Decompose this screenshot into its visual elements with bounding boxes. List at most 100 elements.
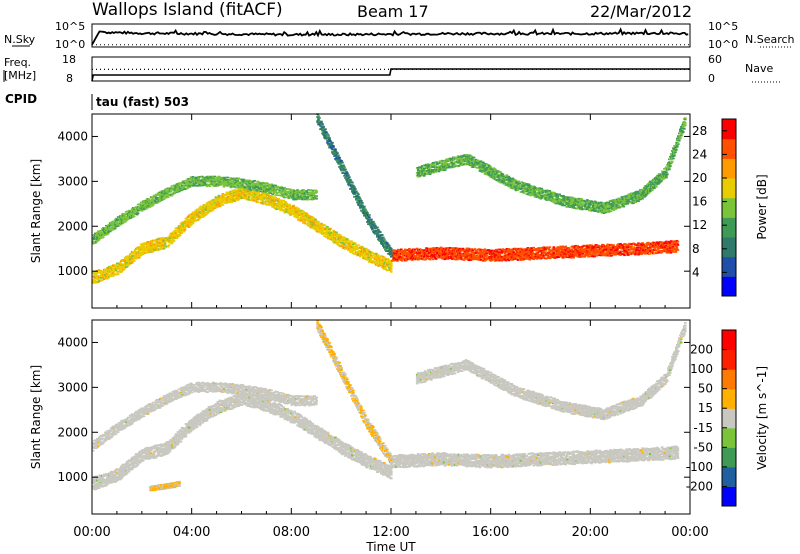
power-cell [305,190,308,192]
power-cell [226,200,230,203]
power-cell [428,247,432,250]
power-cell [439,256,443,258]
power-cell [280,190,283,193]
power-cell [226,176,230,179]
power-cell [275,192,278,195]
power-cell [363,255,366,258]
power-cell [460,161,464,163]
power-cell [284,196,287,199]
power-cell [238,194,242,197]
power-cell [479,252,483,255]
power-cell [586,245,589,248]
power-cell [510,256,514,259]
power-cell [439,162,443,164]
power-cell [297,212,300,215]
power-cell [377,259,380,262]
power-cell [348,183,351,185]
power-cell [465,257,469,260]
power-cell [361,205,364,208]
power-cell [420,169,424,172]
power-cell [166,191,170,194]
power-cell [432,161,436,164]
power-cell [164,237,168,239]
power-cell [432,252,436,255]
power-cell [498,253,502,256]
power-cell [410,255,414,258]
power-cell [671,245,675,248]
power-cell [371,261,374,264]
power-cell [199,205,203,208]
power-cell [186,224,190,227]
power-cell [427,164,431,166]
power-cell [318,117,321,119]
power-cell [356,199,359,201]
power-cell [351,190,354,193]
power-cell [189,224,193,226]
power-cell [264,195,267,198]
power-cell [157,197,161,200]
power-cell [474,161,478,163]
power-cell [167,193,171,196]
power-cell [139,206,143,208]
power-cell [183,228,187,231]
power-cell [468,253,472,255]
power-cell [119,271,123,273]
power-cell [225,181,229,184]
power-cell [286,188,289,190]
power-cell [361,204,364,207]
power-cell [106,233,109,236]
power-cell [353,196,356,198]
power-cell [323,224,326,227]
power-cell [111,223,115,226]
power-cell [340,160,343,162]
power-cell [626,249,629,252]
power-cell [121,221,125,224]
power-cell [222,182,226,184]
power-cell [569,254,572,257]
power-cell [127,260,131,263]
power-cell [262,193,265,196]
power-cell [637,242,640,245]
power-cell [505,178,509,181]
power-cell [376,226,379,229]
power-cell [431,258,435,261]
power-cell [120,216,124,219]
power-cell [207,183,211,186]
power-cell [312,193,315,196]
power-cell [233,182,237,185]
power-cell [211,209,215,212]
power-cell [450,161,454,164]
power-cell [326,226,329,228]
power-cell [651,246,654,249]
power-cell [338,156,341,159]
power-cell [125,210,129,213]
power-cell [560,247,563,250]
power-cell [307,195,310,198]
power-cell [163,242,167,245]
power-cell [208,203,212,206]
power-cell [192,220,196,223]
power-cell [454,156,458,159]
power-cell [123,217,127,220]
power-cell [234,179,238,182]
power-cell [245,191,249,194]
power-cell [223,184,227,186]
power-band-2 [92,175,318,245]
power-cell [325,229,328,232]
power-cell [601,253,604,256]
power-cell [483,170,487,172]
power-cell [291,190,294,193]
power-cell [190,178,194,181]
power-cell [424,253,428,256]
power-cell [457,257,461,260]
power-cell [452,247,456,250]
power-cell [459,256,463,259]
power-cell [92,278,95,281]
power-cell [415,253,419,256]
power-cell [529,257,533,260]
power-cell [236,178,240,181]
noise-tick-left-bottom: 10^0 [55,38,85,51]
power-cell [100,236,103,238]
power-cell [108,268,112,271]
power-cell [212,203,216,206]
